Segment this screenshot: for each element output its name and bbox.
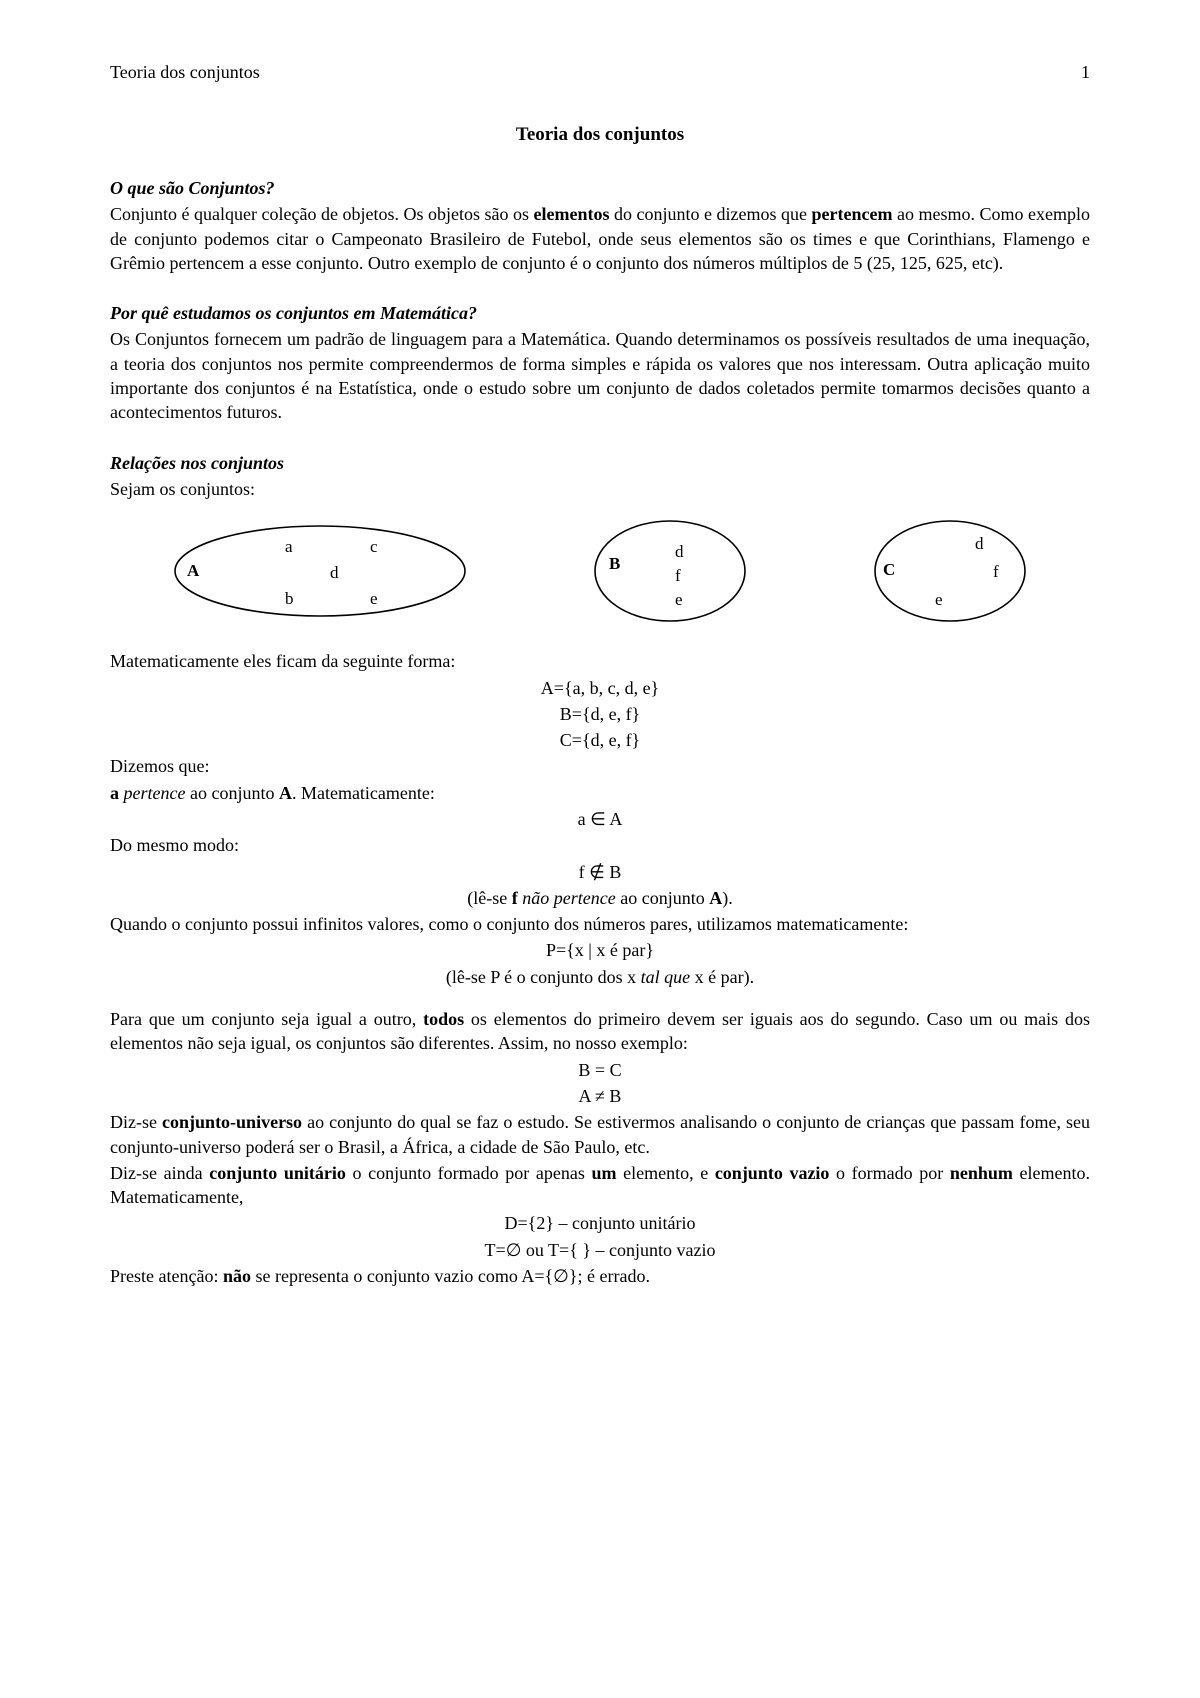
element-label: f	[993, 561, 999, 584]
paragraph: Diz-se ainda conjunto unitário o conjunt…	[110, 1161, 1090, 1210]
text: o formado por	[829, 1163, 949, 1183]
element-label: d	[675, 541, 684, 564]
paragraph: Os Conjuntos fornecem um padrão de lingu…	[110, 327, 1090, 424]
bold-text: um	[591, 1163, 616, 1183]
element-label: d	[975, 533, 984, 556]
text: Para que um conjunto seja igual a outro,	[110, 1009, 423, 1029]
paragraph: Conjunto é qualquer coleção de objetos. …	[110, 202, 1090, 275]
bold-text: A	[279, 783, 292, 803]
text: do conjunto e dizemos que	[609, 204, 811, 224]
text: (lê-se	[467, 888, 511, 908]
math-expression: f ∉ B	[110, 860, 1090, 884]
venn-diagrams-row: A a b c d e B d f e C d e f	[110, 511, 1090, 631]
math-expression: P={x | x é par}	[110, 938, 1090, 962]
bold-text: nenhum	[950, 1163, 1013, 1183]
text: (lê-se P é o conjunto dos x	[446, 967, 641, 987]
section-heading-1: O que são Conjuntos?	[110, 176, 1090, 200]
math-expression: B={d, e, f}	[110, 702, 1090, 726]
element-label: e	[370, 588, 378, 611]
section-heading-3: Relações nos conjuntos	[110, 451, 1090, 475]
text: Diz-se	[110, 1112, 162, 1132]
paragraph: Preste atenção: não se representa o conj…	[110, 1264, 1090, 1288]
text: Preste atenção:	[110, 1266, 223, 1286]
text: Conjunto é qualquer coleção de objetos. …	[110, 204, 534, 224]
read-note: (lê-se f não pertence ao conjunto A).	[110, 886, 1090, 910]
header-left: Teoria dos conjuntos	[110, 60, 260, 84]
paragraph: Matematicamente eles ficam da seguinte f…	[110, 649, 1090, 673]
math-expression: A={a, b, c, d, e}	[110, 676, 1090, 700]
text: o conjunto formado por apenas	[346, 1163, 592, 1183]
text: ao conjunto	[185, 783, 278, 803]
text: x é par).	[690, 967, 754, 987]
text: elemento, e	[617, 1163, 715, 1183]
set-label: B	[609, 553, 620, 576]
math-expression: B = C	[110, 1058, 1090, 1082]
paragraph: Sejam os conjuntos:	[110, 477, 1090, 501]
bold-text: conjunto vazio	[715, 1163, 830, 1183]
venn-diagram-a: A a b c d e	[165, 516, 475, 626]
paragraph: Para que um conjunto seja igual a outro,…	[110, 1007, 1090, 1056]
italic-text: pertence	[124, 783, 186, 803]
bold-text: todos	[423, 1009, 464, 1029]
paragraph: Quando o conjunto possui infinitos valor…	[110, 912, 1090, 936]
page-number: 1	[1081, 60, 1090, 84]
bold-text: não	[223, 1266, 251, 1286]
set-label: C	[883, 559, 895, 582]
ellipse-icon	[165, 516, 475, 626]
italic-text: não pertence	[522, 888, 615, 908]
italic-text: tal que	[641, 967, 691, 987]
math-expression: D={2} – conjunto unitário	[110, 1211, 1090, 1235]
math-expression: T=∅ ou T={ } – conjunto vazio	[110, 1238, 1090, 1262]
element-label: d	[330, 562, 339, 585]
element-label: b	[285, 588, 294, 611]
math-expression: a ∈ A	[110, 807, 1090, 831]
element-label: e	[675, 589, 683, 612]
paragraph: Dizemos que:	[110, 754, 1090, 778]
text: . Matematicamente:	[292, 783, 435, 803]
bold-text: f	[512, 888, 518, 908]
element-label: a	[285, 536, 293, 559]
text: se representa o conjunto vazio como A={∅…	[251, 1266, 650, 1286]
venn-diagram-c: C d e f	[865, 511, 1035, 631]
paragraph: Do mesmo modo:	[110, 833, 1090, 857]
page-header: Teoria dos conjuntos 1	[110, 60, 1090, 84]
text: ).	[722, 888, 733, 908]
bold-text: A	[709, 888, 722, 908]
document-title: Teoria dos conjuntos	[110, 122, 1090, 148]
venn-diagram-b: B d f e	[585, 511, 755, 631]
section-heading-2: Por quê estudamos os conjuntos em Matemá…	[110, 301, 1090, 325]
bold-text: elementos	[534, 204, 610, 224]
bold-text: pertencem	[812, 204, 893, 224]
paragraph: a pertence ao conjunto A. Matematicament…	[110, 781, 1090, 805]
paragraph: Diz-se conjunto-universo ao conjunto do …	[110, 1110, 1090, 1159]
text: Diz-se ainda	[110, 1163, 209, 1183]
text: ao conjunto	[616, 888, 709, 908]
read-note: (lê-se P é o conjunto dos x tal que x é …	[110, 965, 1090, 989]
math-expression: A ≠ B	[110, 1084, 1090, 1108]
bold-text: conjunto unitário	[209, 1163, 346, 1183]
math-expression: C={d, e, f}	[110, 728, 1090, 752]
element-label: c	[370, 536, 378, 559]
set-label: A	[187, 560, 199, 583]
element-label: e	[935, 589, 943, 612]
bold-text: a	[110, 783, 124, 803]
element-label: f	[675, 565, 681, 588]
bold-text: conjunto-universo	[162, 1112, 302, 1132]
